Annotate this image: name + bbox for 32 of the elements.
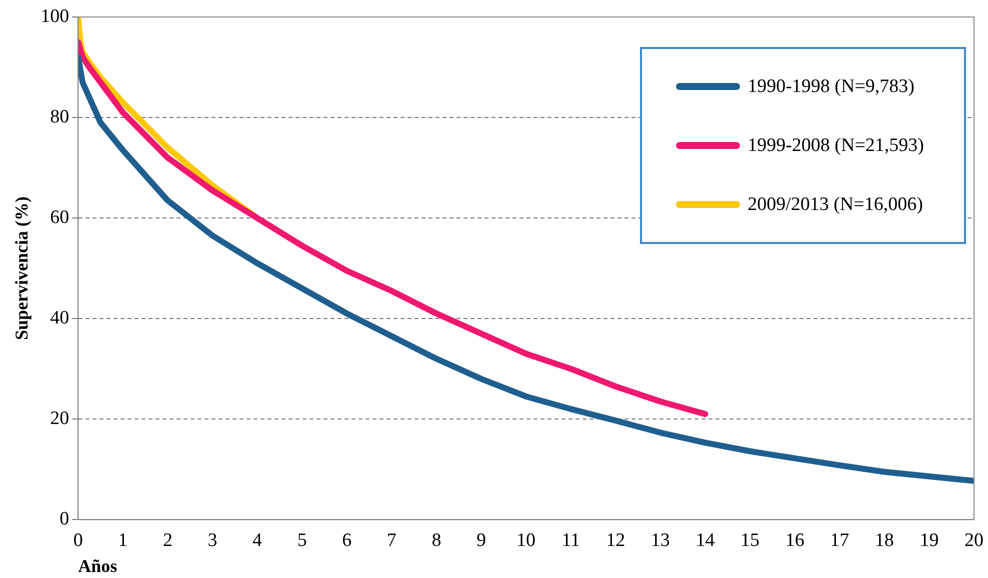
x-tick-label: 1 <box>118 530 128 551</box>
legend-label: 1999-2008 (N=21,593) <box>748 134 924 156</box>
x-tick-label: 9 <box>476 530 486 551</box>
y-tick-label: 60 <box>50 207 70 228</box>
x-tick-label: 0 <box>73 530 83 551</box>
x-tick-label: 10 <box>516 530 536 551</box>
x-tick-label: 2 <box>162 530 172 551</box>
x-tick-label: 13 <box>650 530 670 551</box>
y-tick-label: 20 <box>50 408 70 430</box>
x-tick-label: 8 <box>432 530 442 551</box>
y-tick-label: 40 <box>50 308 70 329</box>
x-tick-label: 18 <box>874 530 894 551</box>
x-tick-label: 19 <box>920 530 939 551</box>
x-tick-label: 14 <box>696 530 716 551</box>
legend-label: 2009/2013 (N=16,006) <box>748 194 923 216</box>
y-tick-label: 0 <box>60 508 70 530</box>
x-tick-label: 7 <box>386 530 396 551</box>
x-tick-label: 6 <box>342 530 352 551</box>
x-tick-label: 15 <box>740 530 760 551</box>
x-axis-title: Años <box>78 556 118 576</box>
x-tick-label: 3 <box>208 530 218 551</box>
x-tick-label: 16 <box>785 530 804 551</box>
y-axis-title: Supervivencia (%) <box>11 196 32 340</box>
x-tick-label: 5 <box>297 530 307 551</box>
x-tick-label: 11 <box>562 530 580 551</box>
y-tick-label: 80 <box>50 106 70 128</box>
x-tick-label: 17 <box>830 530 850 551</box>
x-tick-label: 12 <box>606 530 626 551</box>
legend-label: 1990-1998 (N=9,783) <box>748 76 914 98</box>
y-tick-label: 100 <box>40 6 70 27</box>
x-tick-label: 4 <box>252 530 263 551</box>
x-tick-label: 20 <box>964 530 984 551</box>
